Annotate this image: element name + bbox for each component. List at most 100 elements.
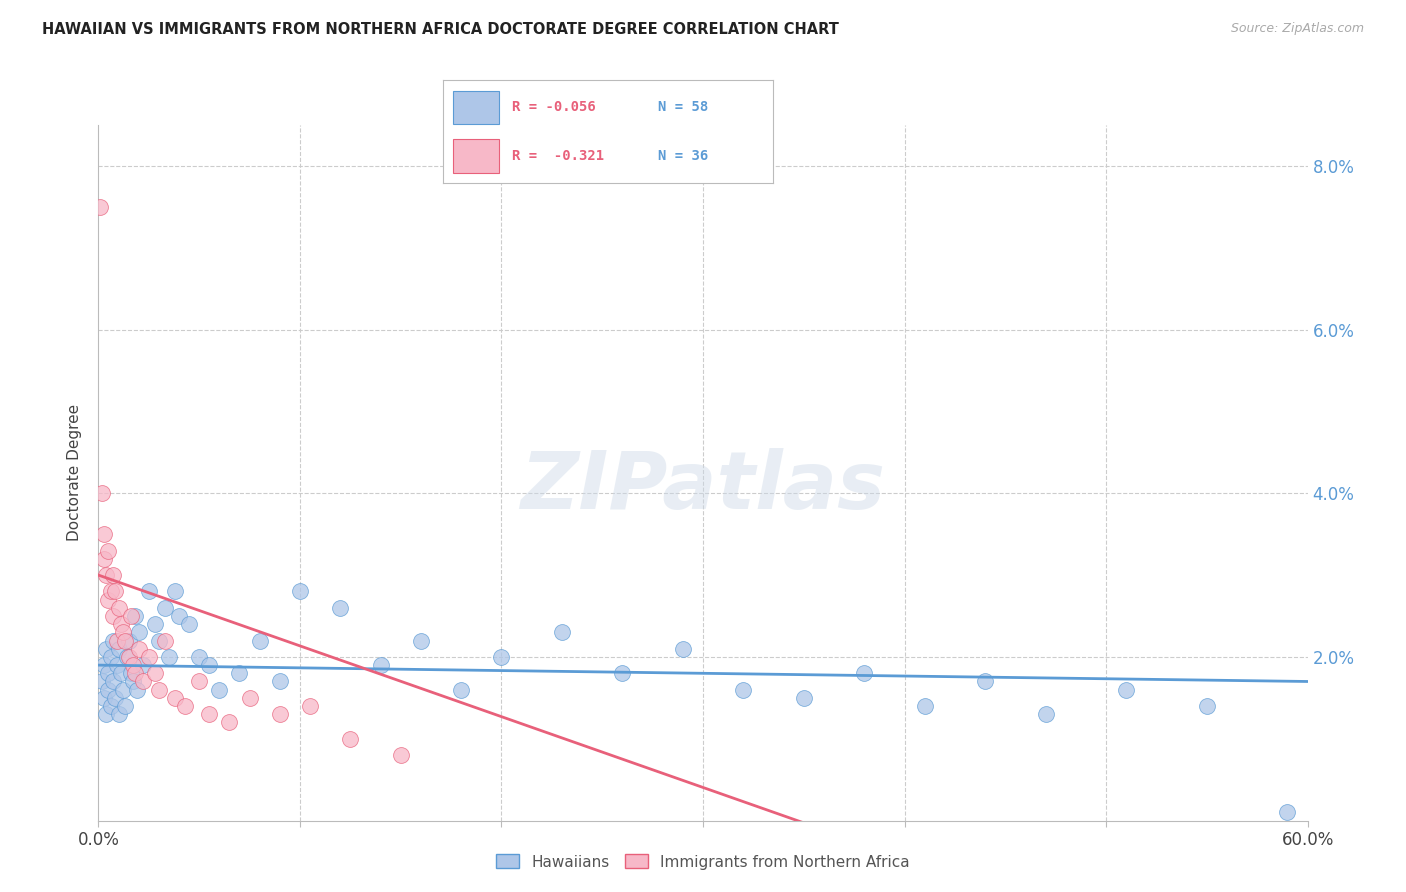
Point	[163, 690, 186, 705]
Point	[339, 731, 361, 746]
Point	[125, 682, 148, 697]
Point	[110, 666, 132, 681]
Point	[153, 633, 176, 648]
Point	[124, 609, 146, 624]
Point	[157, 649, 180, 664]
Point	[1195, 699, 1218, 714]
Point	[179, 617, 201, 632]
Point	[96, 641, 118, 656]
Point	[93, 690, 115, 705]
Point	[612, 666, 634, 681]
Point	[118, 649, 141, 664]
Point	[1035, 707, 1057, 722]
Point	[111, 682, 134, 697]
Point	[491, 649, 513, 664]
Point	[733, 682, 755, 697]
Point	[269, 707, 291, 722]
Point	[1115, 682, 1137, 697]
Legend: Hawaiians, Immigrants from Northern Africa: Hawaiians, Immigrants from Northern Afri…	[491, 848, 915, 876]
Point	[96, 568, 118, 582]
Point	[853, 666, 876, 681]
Point	[143, 617, 166, 632]
Point	[132, 674, 155, 689]
Point	[105, 633, 128, 648]
Point	[672, 641, 695, 656]
Point	[124, 666, 146, 681]
Point	[96, 707, 118, 722]
Point	[111, 625, 134, 640]
Point	[120, 609, 142, 624]
Point	[208, 682, 231, 697]
Point	[138, 584, 160, 599]
Point	[148, 633, 170, 648]
Point	[167, 609, 190, 624]
Point	[121, 658, 143, 673]
Point	[91, 674, 114, 689]
Text: R = -0.056: R = -0.056	[512, 101, 596, 114]
Point	[249, 633, 271, 648]
Point	[218, 715, 240, 730]
Point	[409, 633, 432, 648]
Point	[288, 584, 311, 599]
Point	[228, 666, 250, 681]
Point	[101, 609, 124, 624]
Point	[299, 699, 322, 714]
Point	[107, 600, 129, 615]
Point	[97, 592, 120, 607]
Point	[91, 486, 114, 500]
Point	[110, 617, 132, 632]
Point	[121, 674, 143, 689]
Point	[101, 674, 124, 689]
FancyBboxPatch shape	[453, 91, 499, 124]
Point	[107, 707, 129, 722]
FancyBboxPatch shape	[453, 139, 499, 173]
Point	[174, 699, 197, 714]
Point	[269, 674, 291, 689]
Point	[329, 600, 352, 615]
Point	[100, 649, 122, 664]
Point	[93, 658, 115, 673]
Point	[97, 543, 120, 558]
Point	[89, 200, 111, 214]
Point	[114, 633, 136, 648]
Point	[389, 748, 412, 763]
Point	[132, 658, 155, 673]
Point	[100, 699, 122, 714]
Point	[128, 641, 150, 656]
Text: N = 58: N = 58	[658, 101, 707, 114]
Y-axis label: Doctorate Degree: Doctorate Degree	[67, 404, 83, 541]
Point	[1277, 805, 1299, 820]
Text: HAWAIIAN VS IMMIGRANTS FROM NORTHERN AFRICA DOCTORATE DEGREE CORRELATION CHART: HAWAIIAN VS IMMIGRANTS FROM NORTHERN AFR…	[42, 22, 839, 37]
Point	[114, 699, 136, 714]
Point	[105, 658, 128, 673]
Text: R =  -0.321: R = -0.321	[512, 149, 605, 162]
Point	[93, 527, 115, 541]
Point	[370, 658, 392, 673]
Point	[101, 568, 124, 582]
Text: ZIPatlas: ZIPatlas	[520, 448, 886, 525]
Text: N = 36: N = 36	[658, 149, 707, 162]
Point	[198, 707, 221, 722]
Point	[103, 584, 125, 599]
Point	[188, 674, 211, 689]
Point	[138, 649, 160, 664]
Point	[107, 641, 129, 656]
Point	[97, 666, 120, 681]
Point	[239, 690, 262, 705]
Point	[163, 584, 186, 599]
Point	[198, 658, 221, 673]
Point	[97, 682, 120, 697]
Point	[100, 584, 122, 599]
Point	[101, 633, 124, 648]
Point	[153, 600, 176, 615]
Point	[914, 699, 936, 714]
Point	[128, 625, 150, 640]
Point	[148, 682, 170, 697]
Point	[450, 682, 472, 697]
Point	[115, 649, 138, 664]
Point	[103, 690, 125, 705]
Point	[551, 625, 574, 640]
Point	[793, 690, 815, 705]
Point	[120, 666, 142, 681]
Point	[93, 551, 115, 566]
